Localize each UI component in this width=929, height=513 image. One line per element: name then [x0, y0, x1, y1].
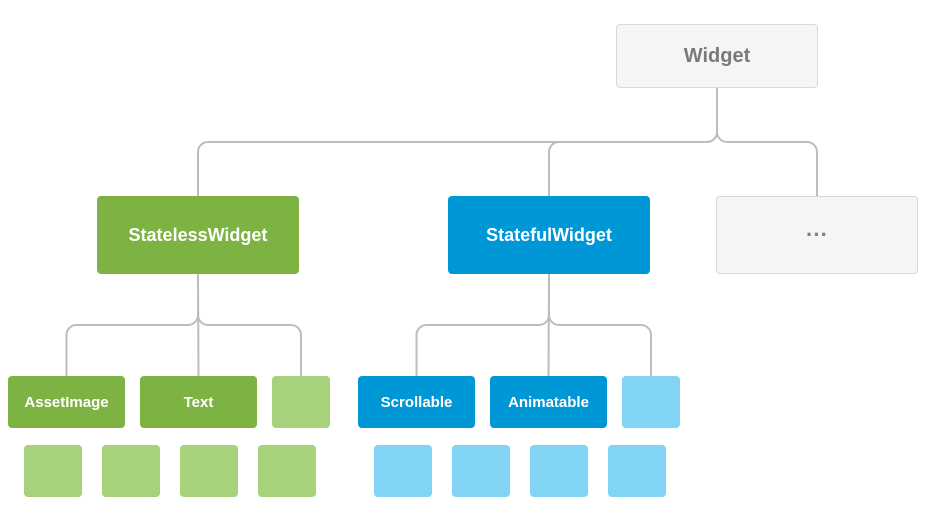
node-sf_small4	[608, 445, 666, 497]
edge-widget-stateful	[549, 88, 717, 196]
node-sl_small2	[102, 445, 160, 497]
edge-widget-ellipsis	[717, 88, 817, 196]
node-sl_extra1	[272, 376, 330, 428]
edge-stateless-text	[198, 274, 199, 376]
node-sf_small3	[530, 445, 588, 497]
node-sl_small3	[180, 445, 238, 497]
edge-widget-stateless	[198, 88, 717, 196]
node-animatable: Animatable	[490, 376, 607, 428]
node-animatable-label: Animatable	[508, 394, 589, 411]
node-scrollable: Scrollable	[358, 376, 475, 428]
edge-stateful-sf_extra1	[549, 274, 651, 376]
node-stateful-label: StatefulWidget	[486, 225, 612, 246]
node-text-label: Text	[184, 394, 214, 411]
edge-stateful-scrollable	[417, 274, 550, 376]
node-text: Text	[140, 376, 257, 428]
edge-stateless-sl_extra1	[198, 274, 301, 376]
edge-stateless-assetimage	[67, 274, 199, 376]
node-assetimage-label: AssetImage	[24, 394, 108, 411]
node-stateless-label: StatelessWidget	[129, 225, 268, 246]
node-sf_small2	[452, 445, 510, 497]
node-sl_small1	[24, 445, 82, 497]
node-ellipsis: ···	[716, 196, 918, 274]
node-scrollable-label: Scrollable	[381, 394, 453, 411]
node-ellipsis-label: ···	[806, 222, 828, 248]
node-sf_small1	[374, 445, 432, 497]
node-sl_small4	[258, 445, 316, 497]
node-assetimage: AssetImage	[8, 376, 125, 428]
node-sf_extra1	[622, 376, 680, 428]
node-widget: Widget	[616, 24, 818, 88]
node-stateful: StatefulWidget	[448, 196, 650, 274]
node-widget-label: Widget	[684, 45, 750, 68]
edge-stateful-animatable	[549, 274, 550, 376]
node-stateless: StatelessWidget	[97, 196, 299, 274]
